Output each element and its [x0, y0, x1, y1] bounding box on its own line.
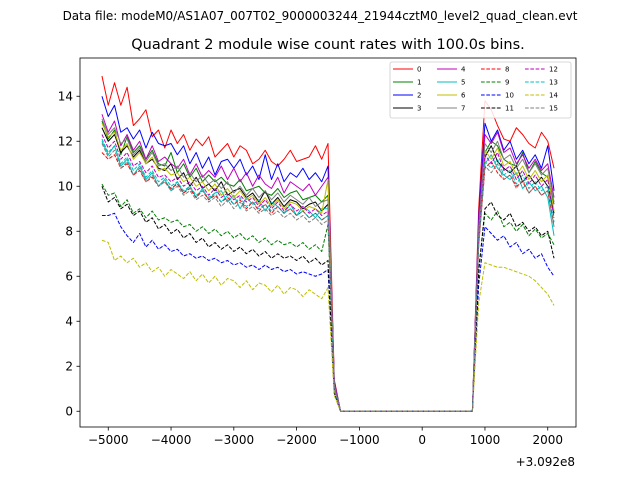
plot-area [101, 75, 555, 412]
axes-frame [79, 57, 577, 428]
x-tick-label: −4000 [151, 433, 192, 447]
x-tick-label: −1000 [339, 433, 380, 447]
suptitle: Data file: modeM0/AS1A07_007T02_90000032… [63, 9, 578, 23]
y-tick-label: 8 [65, 225, 73, 239]
series-line-7 [101, 118, 555, 412]
legend-label-12: 12 [549, 66, 558, 74]
series-line-13 [101, 138, 555, 412]
y-tick-label: 10 [58, 180, 73, 194]
y-tick-label: 0 [65, 405, 73, 419]
series-line-15 [101, 143, 555, 412]
legend-label-2: 2 [417, 92, 421, 100]
x-tick-label: 0 [418, 433, 426, 447]
legend-label-7: 7 [461, 105, 465, 113]
y-tick-label: 12 [58, 135, 73, 149]
legend-label-13: 13 [549, 79, 558, 87]
legend-label-14: 14 [549, 92, 558, 100]
legend-label-3: 3 [417, 105, 421, 113]
legend-label-10: 10 [505, 92, 514, 100]
y-tick-label: 14 [58, 90, 73, 104]
legend-label-11: 11 [505, 105, 514, 113]
x-tick-label: 1000 [470, 433, 501, 447]
chart-title: Quadrant 2 module wise count rates with … [131, 37, 525, 53]
series-line-11 [101, 186, 555, 412]
legend-label-8: 8 [505, 66, 509, 74]
y-tick-label: 4 [65, 315, 73, 329]
x-tick-label: −5000 [88, 433, 129, 447]
y-tick-label: 6 [65, 270, 73, 284]
x-tick-label: −2000 [276, 433, 317, 447]
x-tick-label: −3000 [214, 433, 255, 447]
x-offset-label: +3.092e8 [516, 455, 575, 469]
series-line-14 [101, 239, 555, 412]
legend-frame [389, 61, 572, 119]
legend-label-15: 15 [549, 105, 558, 113]
legend-label-5: 5 [461, 79, 465, 87]
series-line-8 [101, 152, 555, 412]
axes: −5000 −4000 −3000 −2000 −1000 0 1000 2000 0 2 4 6 8 1… [58, 57, 577, 447]
legend-label-6: 6 [461, 92, 466, 100]
legend-label-9: 9 [505, 79, 509, 87]
series-line-0 [101, 75, 555, 412]
legend-label-0: 0 [417, 66, 421, 74]
x-tick-label: 2000 [532, 433, 563, 447]
legend-label-4: 4 [461, 66, 466, 74]
y-tick-label: 2 [65, 360, 73, 374]
legend-label-1: 1 [417, 79, 421, 87]
